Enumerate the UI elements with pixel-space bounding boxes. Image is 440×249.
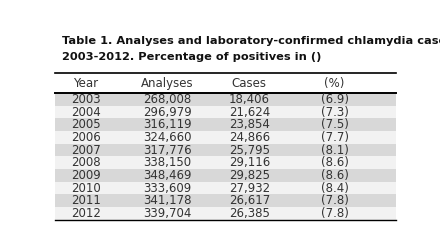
Text: (8.6): (8.6) — [321, 156, 348, 169]
Text: 2011: 2011 — [71, 194, 101, 207]
Text: 27,932: 27,932 — [229, 182, 270, 194]
FancyBboxPatch shape — [55, 194, 396, 207]
FancyBboxPatch shape — [55, 106, 396, 119]
Text: (7.3): (7.3) — [321, 106, 348, 119]
Text: 268,008: 268,008 — [143, 93, 192, 106]
Text: Table 1. Analyses and laboratory-confirmed chlamydia cases,: Table 1. Analyses and laboratory-confirm… — [62, 36, 440, 46]
FancyBboxPatch shape — [55, 169, 396, 182]
FancyBboxPatch shape — [55, 144, 396, 156]
Text: 348,469: 348,469 — [143, 169, 192, 182]
Text: 339,704: 339,704 — [143, 207, 192, 220]
Text: 341,178: 341,178 — [143, 194, 192, 207]
Text: 2007: 2007 — [71, 144, 101, 157]
FancyBboxPatch shape — [55, 207, 396, 220]
Text: (8.6): (8.6) — [321, 169, 348, 182]
Text: Analyses: Analyses — [141, 77, 194, 90]
Text: 24,866: 24,866 — [229, 131, 270, 144]
FancyBboxPatch shape — [55, 119, 396, 131]
Text: 26,385: 26,385 — [229, 207, 270, 220]
Text: 2006: 2006 — [71, 131, 101, 144]
Text: 296,979: 296,979 — [143, 106, 192, 119]
Text: 2004: 2004 — [71, 106, 101, 119]
Text: (7.7): (7.7) — [321, 131, 348, 144]
Text: 324,660: 324,660 — [143, 131, 192, 144]
Text: 2009: 2009 — [71, 169, 101, 182]
Text: (8.1): (8.1) — [321, 144, 348, 157]
Text: 2008: 2008 — [71, 156, 100, 169]
Text: (8.4): (8.4) — [321, 182, 348, 194]
Text: Year: Year — [73, 77, 98, 90]
Text: 2010: 2010 — [71, 182, 101, 194]
Text: 2005: 2005 — [71, 118, 100, 131]
Text: 338,150: 338,150 — [143, 156, 191, 169]
Text: (%): (%) — [324, 77, 345, 90]
Text: 316,119: 316,119 — [143, 118, 192, 131]
Text: 317,776: 317,776 — [143, 144, 192, 157]
Text: 29,116: 29,116 — [229, 156, 270, 169]
Text: (6.9): (6.9) — [321, 93, 348, 106]
Text: (7.5): (7.5) — [321, 118, 348, 131]
FancyBboxPatch shape — [55, 182, 396, 194]
Text: 18,406: 18,406 — [229, 93, 270, 106]
Text: Cases: Cases — [232, 77, 267, 90]
Text: 2003-2012. Percentage of positives in (): 2003-2012. Percentage of positives in () — [62, 52, 321, 62]
Text: 26,617: 26,617 — [229, 194, 270, 207]
Text: 25,795: 25,795 — [229, 144, 270, 157]
Text: 29,825: 29,825 — [229, 169, 270, 182]
Text: 2003: 2003 — [71, 93, 100, 106]
Text: 333,609: 333,609 — [143, 182, 192, 194]
Text: (7.8): (7.8) — [321, 194, 348, 207]
Text: 21,624: 21,624 — [229, 106, 270, 119]
FancyBboxPatch shape — [55, 131, 396, 144]
Text: (7.8): (7.8) — [321, 207, 348, 220]
FancyBboxPatch shape — [55, 73, 396, 93]
FancyBboxPatch shape — [55, 156, 396, 169]
FancyBboxPatch shape — [55, 93, 396, 106]
Text: 23,854: 23,854 — [229, 118, 270, 131]
Text: 2012: 2012 — [71, 207, 101, 220]
